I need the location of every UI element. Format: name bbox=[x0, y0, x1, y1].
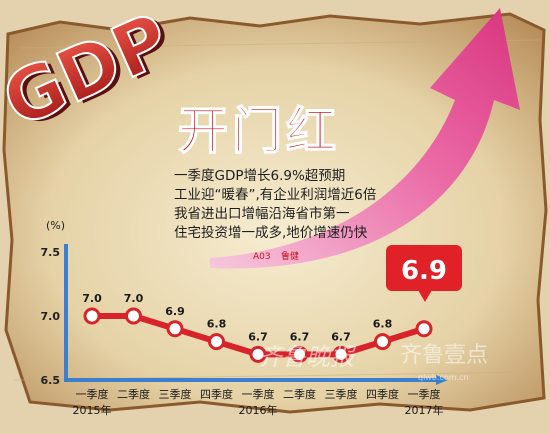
summary-line: 我省进出口增幅沿海省市第一 bbox=[174, 205, 350, 222]
y-tick-label: 7.0 bbox=[41, 310, 61, 323]
x-tick-label: 一季度 bbox=[242, 387, 275, 401]
data-point bbox=[374, 333, 391, 351]
x-tick-label: 三季度 bbox=[325, 387, 358, 401]
data-point bbox=[249, 345, 267, 363]
data-label: 6.9 bbox=[165, 305, 185, 318]
axis-arrow-icon bbox=[436, 375, 448, 385]
data-label: 6.7 bbox=[248, 330, 268, 343]
watermark-right: 齐鲁壹点 bbox=[400, 343, 488, 368]
data-label: 7.0 bbox=[124, 292, 144, 305]
data-point bbox=[125, 307, 142, 325]
x-tick-label: 四季度 bbox=[200, 387, 233, 401]
data-label: 6.7 bbox=[331, 330, 351, 343]
chart-axes: (%) bbox=[46, 219, 448, 385]
x-tick-label: 二季度 bbox=[283, 387, 316, 401]
latest-value-callout: 6.9 bbox=[386, 245, 462, 302]
year-label: 2016年 bbox=[239, 403, 278, 417]
watermark: 齐鲁晚报 齐鲁壹点 qlwb.com.cn bbox=[258, 343, 488, 382]
x-tick-label: 二季度 bbox=[117, 387, 150, 401]
y-axis-unit: (%) bbox=[46, 219, 65, 232]
watermark-url: qlwb.com.cn bbox=[418, 373, 469, 382]
data-label: 6.8 bbox=[373, 318, 393, 331]
y-tick-label: 7.5 bbox=[41, 246, 61, 259]
data-point bbox=[208, 333, 225, 351]
y-tick-label: 6.5 bbox=[41, 374, 61, 387]
callout-value: 6.9 bbox=[401, 256, 447, 286]
data-point bbox=[83, 307, 101, 325]
paper-crease bbox=[19, 39, 541, 49]
data-label: 6.8 bbox=[207, 318, 227, 331]
data-point bbox=[291, 345, 308, 363]
gdp-series: 7.0 7.0 6.9 6.8 6.7 6.7 6.7 6.8 bbox=[82, 292, 433, 363]
rising-arrow-icon bbox=[210, 8, 520, 269]
callout-pointer-icon bbox=[418, 290, 432, 302]
year-label: 2017年 bbox=[405, 403, 444, 417]
data-label: 6.7 bbox=[290, 330, 310, 343]
summary-line: 住宅投资增一成多,地价增速仍快 bbox=[174, 224, 368, 241]
byline-name: 鲁健 bbox=[281, 250, 299, 262]
axis-line bbox=[64, 244, 442, 382]
y-tick-labels: 7.5 7.0 6.5 bbox=[41, 246, 61, 387]
headline-title: 开门红 bbox=[178, 102, 340, 160]
callout-box bbox=[386, 245, 462, 291]
x-tick-label: 一季度 bbox=[408, 387, 441, 401]
data-point bbox=[415, 320, 433, 338]
summary-line: 工业迎“暖春”,有企业利润增近6倍 bbox=[174, 186, 376, 203]
x-tick-label: 四季度 bbox=[366, 387, 399, 401]
data-point bbox=[332, 345, 350, 363]
summary-line: 一季度GDP增长6.9%超预期 bbox=[174, 168, 345, 184]
data-label: 7.0 bbox=[82, 292, 102, 305]
byline-page: A03 bbox=[253, 252, 271, 262]
data-point bbox=[166, 320, 184, 338]
year-label: 2015年 bbox=[73, 403, 112, 417]
watermark-left: 齐鲁晚报 bbox=[258, 343, 357, 371]
x-tick-label: 一季度 bbox=[76, 387, 109, 401]
x-tick-label: 三季度 bbox=[159, 387, 192, 401]
